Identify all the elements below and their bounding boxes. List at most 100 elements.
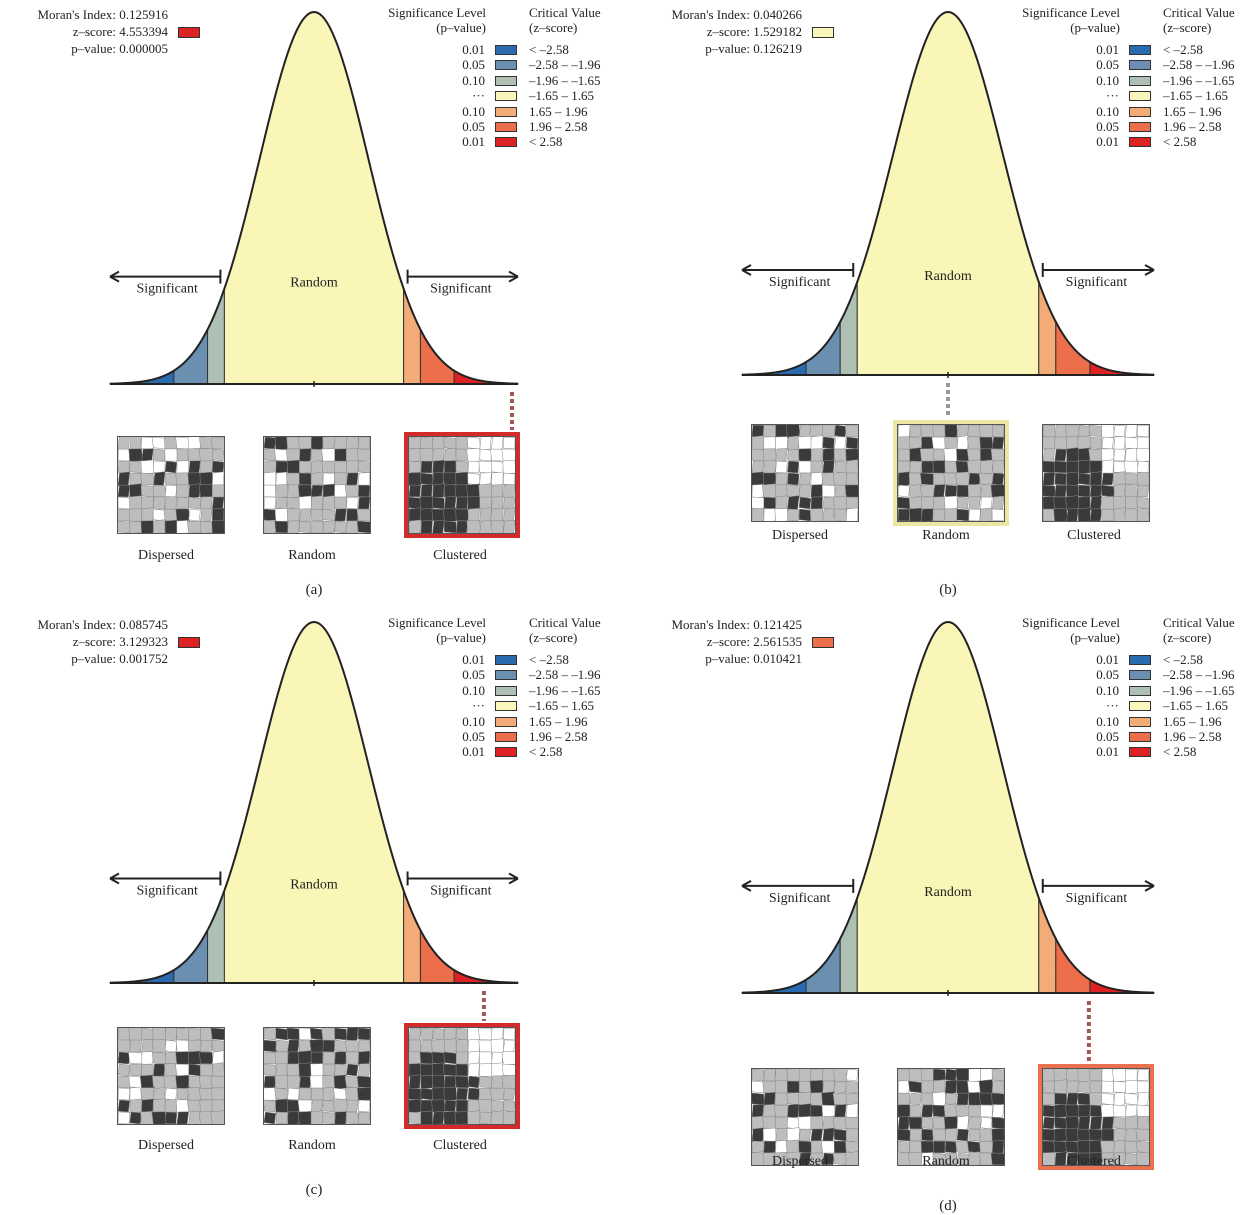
legend-swatch xyxy=(495,670,517,681)
random-map-thumbnail xyxy=(897,1068,1005,1166)
clustered-map-thumbnail xyxy=(404,432,520,538)
legend-swatch xyxy=(1129,121,1151,132)
legend-p-value: 0.01 xyxy=(462,134,485,150)
bell-curve-chart: Significant Significant Random xyxy=(109,620,519,1021)
random-map-thumbnail xyxy=(893,420,1009,526)
legend-p-value: 0.10 xyxy=(462,103,485,119)
morans-index-row: Moran's Index: 0.125916 xyxy=(0,6,200,23)
random-map-thumbnail xyxy=(263,436,371,534)
bell-curve-chart: Significant Significant Random xyxy=(109,10,519,430)
legend-p-header-line: (p–value) xyxy=(1070,20,1120,36)
legend-row: 0.05 –2.58 – –1.96 xyxy=(370,667,630,682)
right-significant-arrow xyxy=(406,871,519,886)
dispersed-map-thumbnail xyxy=(751,1068,859,1166)
legend-range: 1.96 – 2.58 xyxy=(1163,118,1222,134)
dispersed-map-thumbnail xyxy=(751,424,859,522)
random-map-thumbnail xyxy=(263,1027,371,1125)
p-value-text: p–value: 0.126219 xyxy=(705,41,802,56)
legend-row: 0.01 < 2.58 xyxy=(1004,744,1260,759)
left-significant-arrow xyxy=(109,871,222,886)
clustered-map-thumbnail xyxy=(1042,424,1150,522)
random-region-label: Random xyxy=(290,877,338,892)
legend-range: –1.65 – 1.65 xyxy=(529,88,594,104)
legend-range: –1.96 – –1.65 xyxy=(1163,682,1235,698)
legend-swatch xyxy=(495,91,517,102)
normal-curve xyxy=(741,620,1155,994)
legend-row: 0.05 1.96 – 2.58 xyxy=(370,119,630,134)
z-score-swatch xyxy=(178,636,200,648)
legend-row: 0.05 1.96 – 2.58 xyxy=(1004,119,1260,134)
legend-row: 0.10 –1.96 – –1.65 xyxy=(370,683,630,698)
p-value-row: p–value: 0.126219 xyxy=(634,40,834,57)
morans-index-row: Moran's Index: 0.040266 xyxy=(634,6,834,23)
legend-range: –2.58 – –1.96 xyxy=(529,667,601,683)
left-significant-label: Significant xyxy=(769,275,831,290)
right-significant-label: Significant xyxy=(430,883,492,898)
legend-swatch xyxy=(495,121,517,132)
bin-pos-165-area xyxy=(403,288,421,385)
legend-range: –2.58 – –1.96 xyxy=(529,57,601,73)
legend-swatch xyxy=(1129,670,1151,681)
legend-row: 0.01 < 2.58 xyxy=(1004,134,1260,149)
clustered-map-thumbnail xyxy=(1038,1064,1154,1170)
legend-range: –1.96 – –1.65 xyxy=(1163,72,1235,88)
legend-swatch xyxy=(1129,75,1151,86)
legend-row: 0.01 < –2.58 xyxy=(1004,652,1260,667)
clustered-map-label: Clustered xyxy=(433,548,487,563)
legend-z-header: Critical Value (z–score) xyxy=(529,615,601,646)
legend-range: 1.65 – 1.96 xyxy=(529,713,588,729)
legend-swatch xyxy=(495,716,517,727)
legend-swatch xyxy=(1129,731,1151,742)
legend-p-value: 0.05 xyxy=(462,118,485,134)
left-significant-label: Significant xyxy=(136,282,198,297)
legend-range: –1.96 – –1.65 xyxy=(529,682,601,698)
bin-neg-165-area xyxy=(839,897,858,994)
legend-z-header: Critical Value (z–score) xyxy=(1163,615,1235,646)
legend-row: 0.01 < –2.58 xyxy=(370,42,630,57)
legend-p-value: 0.05 xyxy=(1096,57,1119,73)
legend: Significance Level (p–value) Critical Valu… xyxy=(1004,615,1260,765)
random-region-label: Random xyxy=(290,276,338,291)
z-score-swatch xyxy=(178,26,200,38)
legend-p-value: 0.01 xyxy=(1096,42,1119,57)
chart-panel: Moran's Index: 0.040266 z–score: 1.529182… xyxy=(634,0,1260,605)
random-map-label: Random xyxy=(922,1154,970,1169)
bin-pos-165-area xyxy=(1038,281,1057,376)
legend-z-header-line: Critical Value xyxy=(529,5,601,20)
bin-neg-165-area xyxy=(207,890,225,984)
legend-p-value: 0.10 xyxy=(1096,682,1119,698)
legend-p-value: 0.05 xyxy=(1096,118,1119,134)
random-map-label: Random xyxy=(288,548,336,563)
bin-neg-165-area xyxy=(839,281,858,376)
legend-p-header: Significance Level (p–value) xyxy=(1004,5,1120,36)
legend-swatch xyxy=(1129,91,1151,102)
stats-block: Moran's Index: 0.121425 z–score: 2.561535… xyxy=(634,616,834,667)
dispersed-map-thumbnail xyxy=(117,1027,225,1125)
panel-caption: (d) xyxy=(939,1198,957,1214)
dispersed-map-label: Dispersed xyxy=(138,548,194,563)
right-significant-label: Significant xyxy=(1066,891,1128,906)
legend-swatch xyxy=(495,45,517,55)
legend-row: 0.10 1.65 – 1.96 xyxy=(1004,104,1260,119)
legend-swatch xyxy=(495,747,517,758)
normal-curve xyxy=(741,10,1155,376)
p-value-row: p–value: 0.000005 xyxy=(0,40,200,57)
legend-p-value: ··· xyxy=(1106,698,1119,714)
bin-random-area xyxy=(856,621,1040,994)
legend-swatch xyxy=(1129,685,1151,696)
left-significant-arrow xyxy=(741,878,855,893)
bin-pos-165-area xyxy=(403,890,421,984)
legend-range: –1.96 – –1.65 xyxy=(529,72,601,88)
legend-z-header-line: Critical Value xyxy=(529,615,601,630)
legend-p-value: 0.10 xyxy=(462,682,485,698)
legend-swatch xyxy=(495,137,517,148)
chart-panel: Moran's Index: 0.121425 z–score: 2.561535… xyxy=(634,610,1260,1215)
morans-index-text: Moran's Index: 0.121425 xyxy=(671,617,802,632)
legend-row: 0.10 –1.96 – –1.65 xyxy=(1004,73,1260,88)
legend-z-header: Critical Value (z–score) xyxy=(1163,5,1235,36)
bell-curve-chart: Significant Significant Random xyxy=(741,620,1155,1062)
legend-row: 0.10 1.65 – 1.96 xyxy=(370,104,630,119)
legend-p-header-line: Significance Level xyxy=(1022,5,1120,20)
legend-row: 0.10 1.65 – 1.96 xyxy=(1004,714,1260,729)
legend-row: 0.05 1.96 – 2.58 xyxy=(1004,729,1260,744)
